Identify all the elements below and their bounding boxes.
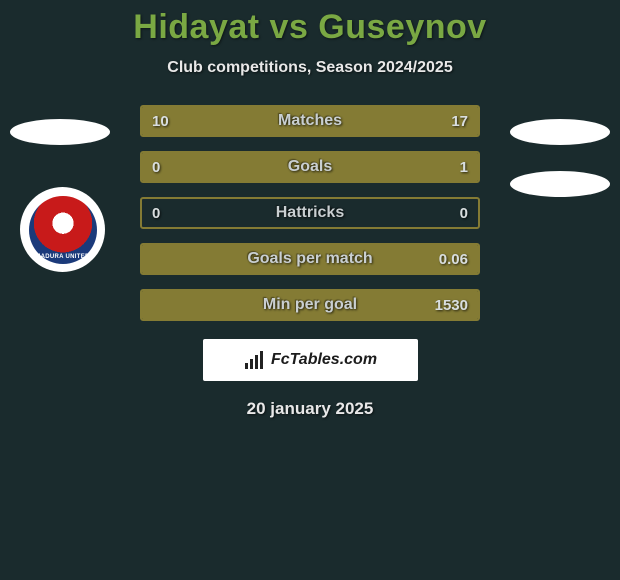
chart-icon	[243, 351, 265, 369]
stat-bar: 10Matches17	[140, 105, 480, 137]
right-oval-1	[510, 119, 610, 145]
bar-label: Goals	[142, 158, 478, 176]
club-badge-inner: MADURA UNITED	[29, 196, 97, 264]
bar-value-right: 1530	[435, 297, 468, 314]
stat-bar: 0Goals1	[140, 151, 480, 183]
stat-bar: Goals per match0.06	[140, 243, 480, 275]
left-oval-1	[10, 119, 110, 145]
stat-bars: 10Matches170Goals10Hattricks0Goals per m…	[140, 105, 480, 321]
attribution: FcTables.com	[203, 339, 418, 381]
bar-label: Goals per match	[142, 250, 478, 268]
subtitle: Club competitions, Season 2024/2025	[0, 59, 620, 77]
stat-bar: Min per goal1530	[140, 289, 480, 321]
page-title: Hidayat vs Guseynov	[0, 0, 620, 47]
comparison-area: MADURA UNITED 10Matches170Goals10Hattric…	[0, 105, 620, 419]
bar-label: Hattricks	[142, 204, 478, 222]
attribution-text: FcTables.com	[271, 351, 377, 369]
bar-label: Min per goal	[142, 296, 478, 314]
club-badge: MADURA UNITED	[20, 187, 105, 272]
main-content: Hidayat vs Guseynov Club competitions, S…	[0, 0, 620, 419]
bar-value-right: 17	[451, 113, 468, 130]
bar-value-right: 1	[460, 159, 468, 176]
right-oval-2	[510, 171, 610, 197]
bar-value-right: 0.06	[439, 251, 468, 268]
bar-value-right: 0	[460, 205, 468, 222]
date: 20 january 2025	[0, 399, 620, 419]
stat-bar: 0Hattricks0	[140, 197, 480, 229]
bar-label: Matches	[142, 112, 478, 130]
